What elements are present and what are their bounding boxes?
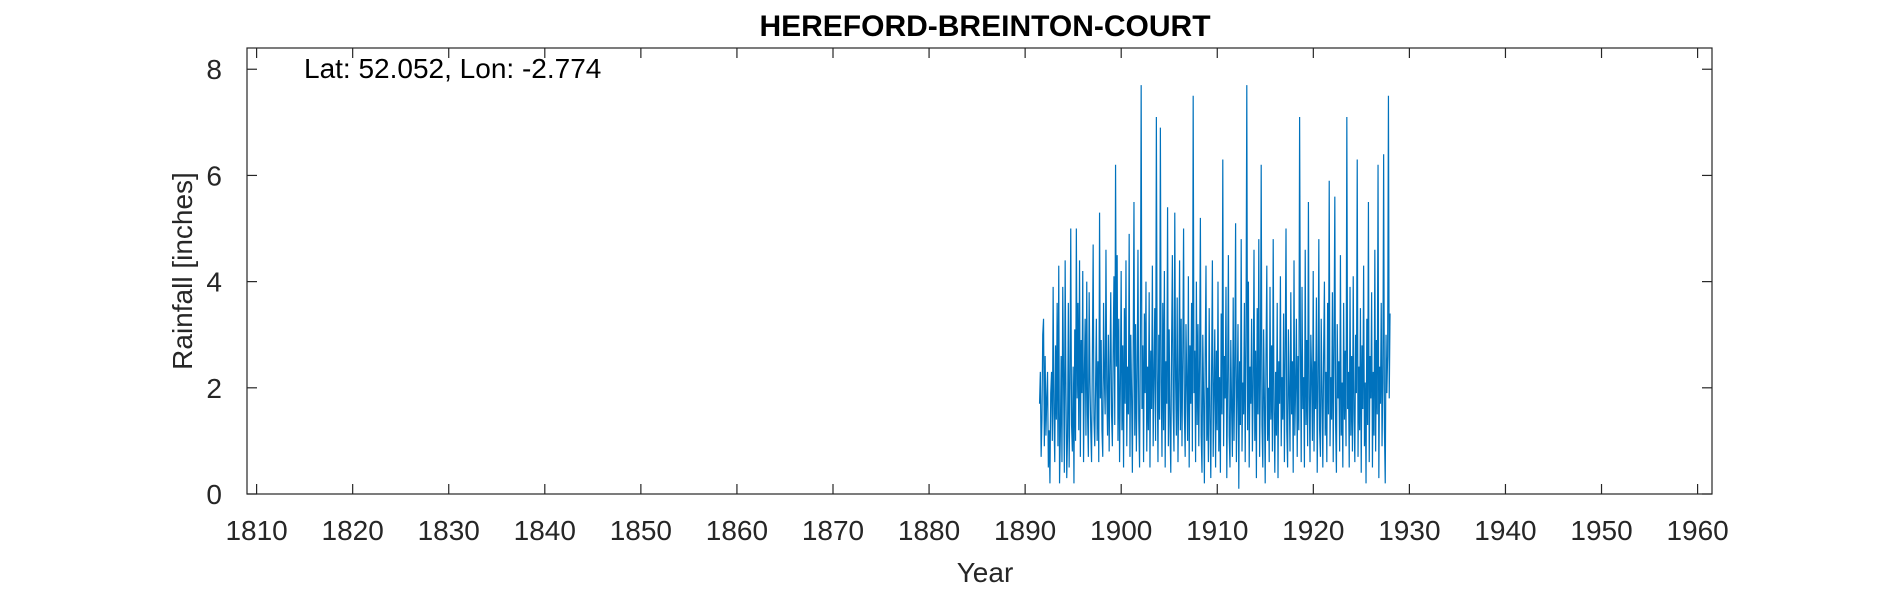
y-tick-label: 2 (206, 373, 222, 404)
x-axis-label: Year (957, 557, 1014, 588)
rainfall-series-line (1038, 85, 1391, 489)
x-tick-label: 1850 (610, 515, 672, 546)
x-tick-label: 1900 (1090, 515, 1152, 546)
chart-title: HEREFORD-BREINTON-COURT (759, 10, 1210, 43)
plot-area-box (246, 47, 1713, 495)
x-tick-label: 1920 (1282, 515, 1344, 546)
y-tick-label: 0 (206, 479, 222, 510)
x-tick-label: 1810 (225, 515, 287, 546)
y-tick-label: 4 (206, 267, 222, 298)
x-tick-label: 1870 (802, 515, 864, 546)
y-tick-label: 6 (206, 160, 222, 191)
x-tick-label: 1960 (1666, 515, 1728, 546)
y-axis-label: Rainfall [inches] (167, 172, 198, 370)
x-tick-label: 1910 (1186, 515, 1248, 546)
x-tick-label: 1950 (1570, 515, 1632, 546)
x-tick-label: 1940 (1474, 515, 1536, 546)
x-tick-label: 1830 (418, 515, 480, 546)
y-tick-label: 8 (206, 54, 222, 85)
x-tick-label: 1860 (706, 515, 768, 546)
x-tick-label: 1820 (322, 515, 384, 546)
location-annotation: Lat: 52.052, Lon: -2.774 (304, 53, 601, 84)
x-tick-label: 1890 (994, 515, 1056, 546)
x-tick-label: 1840 (514, 515, 576, 546)
y-axis: 0 2 4 6 8 (206, 54, 1712, 510)
x-tick-label: 1880 (898, 515, 960, 546)
x-tick-label: 1930 (1378, 515, 1440, 546)
x-axis: 1810 1820 1830 1840 1850 1860 1870 1880 1890 1900… (225, 48, 1729, 546)
